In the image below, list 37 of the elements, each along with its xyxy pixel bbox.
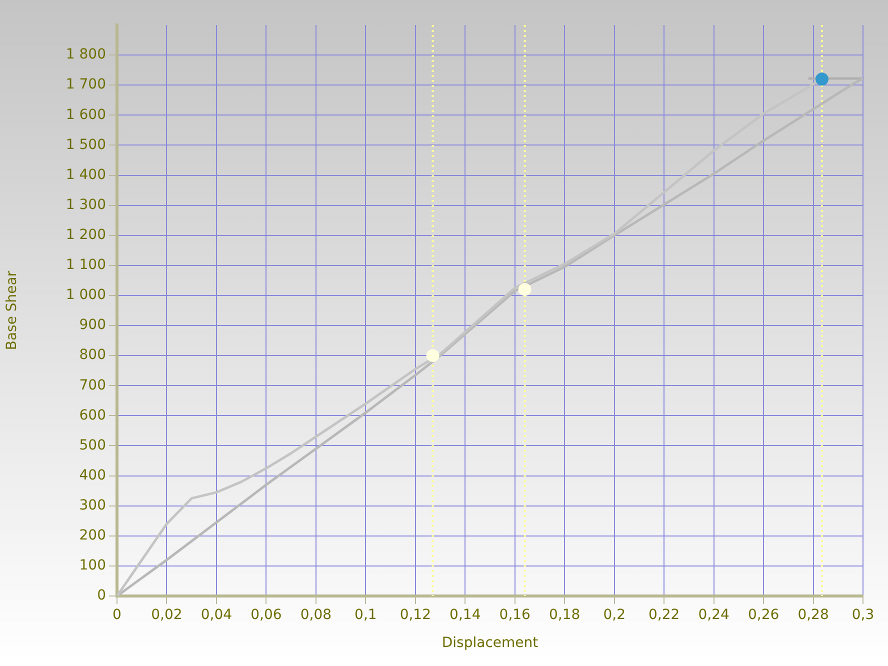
y-tick-label: 1 100 xyxy=(66,257,106,274)
y-tick-label: 100 xyxy=(79,558,106,574)
y-tick-label: 700 xyxy=(79,377,106,394)
y-tick-label: 0 xyxy=(97,588,106,604)
y-tick-label: 1 800 xyxy=(66,46,106,63)
x-tick-label: 0,2 xyxy=(603,607,626,624)
y-tick-label: 1 500 xyxy=(66,136,106,153)
x-tick-label: 0,22 xyxy=(648,607,680,624)
y-tick-label: 1 300 xyxy=(66,196,106,213)
y-axis-title: Base Shear xyxy=(4,270,20,350)
y-tick-label: 600 xyxy=(79,407,106,424)
x-tick-label: 0,1 xyxy=(354,607,377,624)
x-tick-label: 0,18 xyxy=(549,607,580,624)
y-tick-label: 1 000 xyxy=(66,287,106,304)
y-tick-label: 400 xyxy=(79,467,106,484)
y-tick-label: 1 700 xyxy=(66,76,106,93)
y-tick-label: 900 xyxy=(79,317,106,334)
y-tick-label: 1 400 xyxy=(66,166,106,183)
x-tick-label: 0,14 xyxy=(450,607,481,624)
x-tick-label: 0,24 xyxy=(698,607,730,624)
y-tick-label: 1 600 xyxy=(66,106,106,123)
y-tick-label: 800 xyxy=(79,347,106,364)
y-tick-label: 200 xyxy=(79,528,106,544)
y-tick-label: 1 200 xyxy=(66,227,106,244)
x-tick-label: 0,06 xyxy=(250,607,282,624)
x-tick-label: 0,28 xyxy=(798,607,829,624)
x-axis-title: Displacement xyxy=(442,635,539,652)
x-tick-label: 0,08 xyxy=(300,607,332,624)
x-tick-label: 0,3 xyxy=(852,607,874,624)
x-tick-label: 0,16 xyxy=(499,607,531,624)
x-tick-label: 0,04 xyxy=(200,607,232,624)
x-tick-label: 0,26 xyxy=(748,607,780,624)
y-tick-label: 500 xyxy=(79,437,106,454)
x-tick-label: 0,02 xyxy=(151,607,182,624)
x-tick-label: 0 xyxy=(112,607,122,624)
x-tick-label: 0,12 xyxy=(400,607,431,624)
y-tick-label: 300 xyxy=(79,497,106,514)
